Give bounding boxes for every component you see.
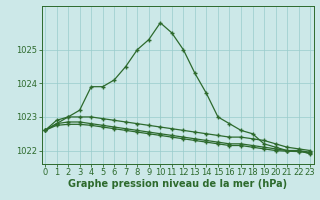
- X-axis label: Graphe pression niveau de la mer (hPa): Graphe pression niveau de la mer (hPa): [68, 179, 287, 189]
